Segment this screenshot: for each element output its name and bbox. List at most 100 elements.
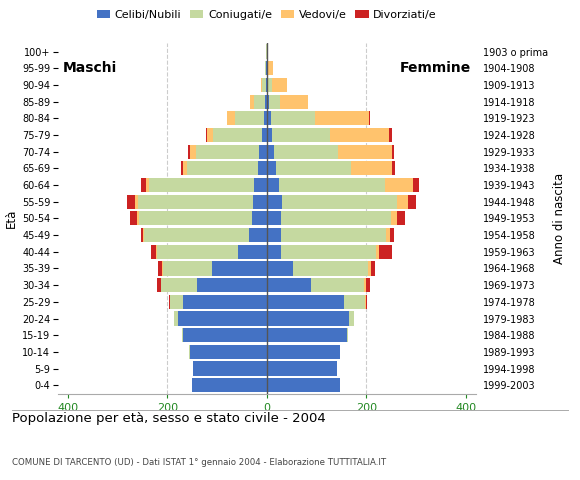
Bar	[192, 378, 267, 392]
Bar	[149, 178, 255, 192]
Bar	[137, 194, 253, 209]
Bar	[164, 262, 212, 276]
Bar	[272, 78, 287, 92]
Bar	[190, 144, 195, 159]
Bar	[391, 211, 397, 226]
Bar	[392, 144, 394, 159]
Bar	[147, 178, 149, 192]
Bar	[267, 111, 271, 125]
Bar	[364, 278, 366, 292]
Bar	[190, 345, 267, 359]
Bar	[261, 78, 262, 92]
Bar	[193, 361, 267, 376]
Bar	[267, 178, 279, 192]
Bar	[157, 245, 238, 259]
Bar	[130, 211, 137, 226]
Bar	[269, 61, 273, 75]
Bar	[253, 194, 267, 209]
Bar	[280, 95, 307, 108]
Bar	[267, 361, 338, 376]
Bar	[282, 194, 397, 209]
Bar	[262, 128, 267, 142]
Bar	[267, 194, 282, 209]
Bar	[227, 111, 235, 125]
Bar	[267, 211, 281, 226]
Bar	[151, 245, 157, 259]
Bar	[139, 211, 252, 226]
Bar	[349, 312, 354, 325]
Bar	[158, 262, 162, 276]
Bar	[344, 295, 365, 309]
Bar	[267, 144, 274, 159]
Bar	[310, 278, 364, 292]
Bar	[281, 228, 386, 242]
Bar	[267, 278, 310, 292]
Bar	[137, 211, 139, 226]
Bar	[366, 295, 367, 309]
Bar	[212, 262, 267, 276]
Bar	[262, 78, 266, 92]
Bar	[181, 161, 183, 175]
Text: COMUNE DI TARCENTO (UD) - Dati ISTAT 1° gennaio 2004 - Elaborazione TUTTITALIA.I: COMUNE DI TARCENTO (UD) - Dati ISTAT 1° …	[12, 457, 386, 467]
Bar	[267, 61, 269, 75]
Bar	[276, 161, 351, 175]
Bar	[281, 211, 391, 226]
Bar	[252, 211, 267, 226]
Bar	[267, 78, 269, 92]
Bar	[140, 178, 147, 192]
Bar	[389, 128, 392, 142]
Bar	[266, 45, 267, 59]
Bar	[265, 95, 267, 108]
Bar	[314, 111, 369, 125]
Bar	[371, 262, 375, 276]
Bar	[178, 312, 267, 325]
Bar	[366, 278, 369, 292]
Bar	[135, 194, 137, 209]
Bar	[408, 194, 416, 209]
Bar	[397, 211, 404, 226]
Bar	[144, 228, 249, 242]
Bar	[238, 245, 267, 259]
Bar	[271, 111, 314, 125]
Bar	[267, 345, 340, 359]
Bar	[392, 161, 394, 175]
Bar	[347, 328, 349, 342]
Bar	[267, 328, 347, 342]
Bar	[183, 328, 267, 342]
Bar	[157, 278, 161, 292]
Bar	[206, 128, 207, 142]
Bar	[385, 178, 414, 192]
Bar	[161, 278, 197, 292]
Bar	[379, 245, 392, 259]
Bar	[169, 295, 171, 309]
Bar	[338, 144, 392, 159]
Bar	[267, 245, 281, 259]
Bar	[331, 128, 389, 142]
Bar	[175, 312, 178, 325]
Bar	[183, 161, 187, 175]
Bar	[267, 95, 269, 108]
Bar	[162, 262, 164, 276]
Bar	[265, 61, 266, 75]
Bar	[269, 95, 280, 108]
Bar	[258, 161, 267, 175]
Bar	[397, 194, 408, 209]
Bar	[266, 78, 267, 92]
Bar	[188, 144, 190, 159]
Bar	[259, 144, 267, 159]
Bar	[187, 161, 258, 175]
Bar	[267, 295, 344, 309]
Bar	[267, 378, 340, 392]
Bar	[376, 245, 379, 259]
Bar	[267, 262, 293, 276]
Bar	[269, 78, 272, 92]
Bar	[264, 111, 267, 125]
Bar	[255, 178, 267, 192]
Bar	[127, 194, 135, 209]
Y-axis label: Età: Età	[5, 209, 18, 228]
Bar	[255, 95, 265, 108]
Bar	[249, 228, 267, 242]
Bar	[251, 95, 255, 108]
Bar	[267, 128, 272, 142]
Bar	[281, 245, 376, 259]
